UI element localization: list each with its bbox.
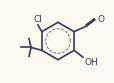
Text: OH: OH xyxy=(83,58,97,67)
Text: Cl: Cl xyxy=(33,15,42,24)
Text: O: O xyxy=(96,15,103,24)
